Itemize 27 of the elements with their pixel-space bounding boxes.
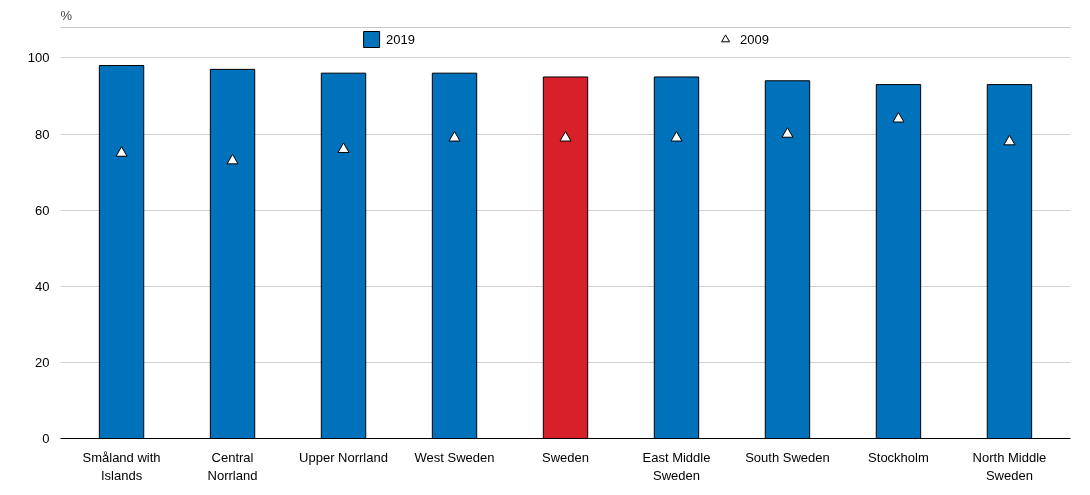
y-axis-title: %	[60, 7, 73, 23]
point	[115, 146, 128, 157]
x-tick-label: South Sweden	[745, 449, 830, 465]
y-tick-label: 100	[27, 50, 50, 66]
point	[892, 111, 905, 123]
point	[337, 142, 350, 153]
x-tick-label: North Middle Sweden	[972, 449, 1047, 483]
y-tick-label: 0	[42, 431, 50, 446]
point	[448, 131, 461, 142]
x-tick-label: Upper Norrland	[299, 449, 388, 465]
y-tick-label: 80	[35, 126, 50, 142]
y-tick-label: 40	[35, 278, 50, 294]
point	[1003, 134, 1016, 146]
x-tick-label: East Middle Sweden	[642, 449, 711, 483]
point	[670, 131, 683, 142]
point	[226, 153, 239, 165]
point	[559, 131, 572, 142]
x-tick-label: Stockholm	[868, 449, 929, 465]
x-tick-label: West Sweden	[414, 449, 495, 465]
legend-label: 2019	[386, 31, 415, 47]
x-tick-label: Småland with Islands	[82, 449, 161, 483]
legend-label: 2009	[740, 31, 769, 47]
point	[781, 127, 794, 138]
x-tick-label: Central Norrland	[207, 449, 258, 483]
x-tick-label: Sweden	[542, 449, 589, 465]
y-tick-label: 20	[35, 354, 50, 370]
y-tick-label: 60	[35, 202, 50, 218]
